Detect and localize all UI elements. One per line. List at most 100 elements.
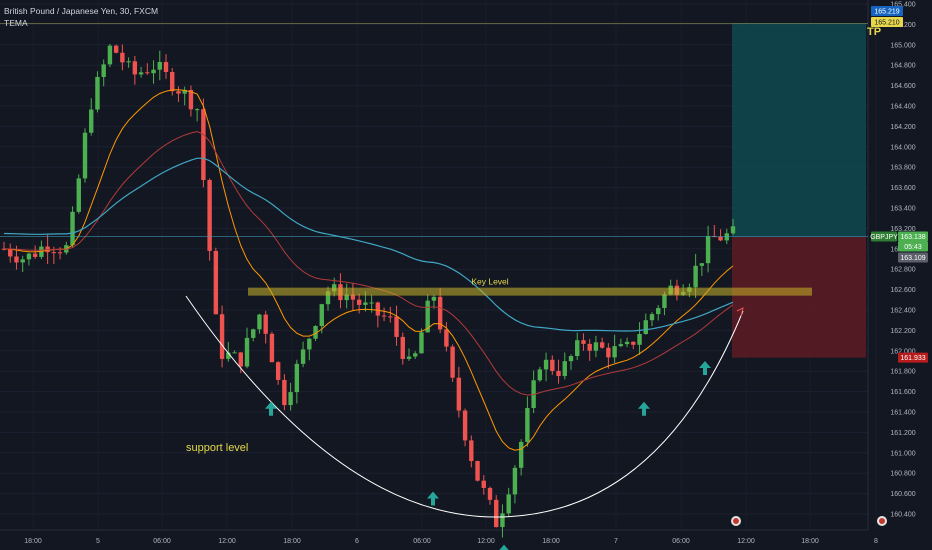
candle-up (251, 329, 256, 338)
candle-up (575, 340, 580, 357)
candle-down (350, 294, 356, 300)
candle-down (469, 440, 474, 462)
candle-up (699, 263, 705, 266)
candle-up (107, 45, 113, 65)
candle-down (282, 379, 287, 406)
stop-price-tag-bg (898, 352, 928, 363)
secondary-price-tag-bg (898, 252, 928, 263)
symbol-tag: GBPJPY (870, 231, 898, 242)
candle-up (70, 211, 75, 246)
stop-price-tag: 161.933 (898, 352, 928, 363)
x-tick-label: 18:00 (542, 538, 560, 545)
candle-up (194, 109, 200, 111)
x-tick-label: 12:00 (477, 538, 495, 545)
symbol-tag-text: GBPJPY (870, 234, 898, 241)
candle-up (425, 300, 430, 333)
curve-arrowhead (736, 307, 744, 317)
x-tick-label: 8 (874, 538, 878, 545)
y-tick-label: 162.600 (890, 287, 915, 294)
countdown-tag-bg (898, 241, 928, 252)
y-tick-label: 162.400 (890, 308, 915, 315)
candle-down (356, 299, 362, 305)
candle-up (101, 64, 106, 77)
candle-up (319, 304, 324, 327)
y-tick-label: 162.200 (890, 328, 915, 335)
y-tick-label: 163.600 (890, 185, 915, 192)
candle-up (525, 408, 530, 442)
candle-down (599, 342, 605, 348)
support-level-label: support level (186, 442, 248, 454)
symbol-tag-bg (871, 231, 897, 242)
candle-down (587, 343, 592, 351)
candle-down (57, 252, 63, 254)
candle-down (475, 461, 480, 481)
candle-up (705, 236, 711, 264)
candle-up (431, 296, 437, 301)
up-arrow-icon (499, 544, 509, 550)
x-tick-label: 7 (614, 538, 618, 545)
candle-up (512, 467, 518, 495)
candle-up (518, 441, 524, 468)
symbol-title[interactable]: British Pound / Japanese Yen, 30, FXCM (4, 6, 159, 16)
x-tick-label: 18:00 (283, 538, 301, 545)
y-tick-label: 160.400 (890, 512, 915, 519)
candle-up (82, 132, 88, 179)
horizontal-lines (0, 22, 868, 237)
indicator-label[interactable]: TEMA (4, 18, 28, 28)
candle-up (138, 72, 144, 75)
grid (0, 0, 869, 531)
y-tick-label: 163.800 (890, 165, 915, 172)
candle-down (201, 109, 206, 181)
y-tick-label: 165.200 (890, 22, 915, 29)
stop-loss-zone (732, 236, 866, 358)
candle-down (450, 346, 455, 378)
candle-up (618, 344, 624, 347)
candle-up (244, 337, 250, 367)
y-tick-label: 161.600 (890, 389, 915, 396)
secondary-price-tag-text: 163.109 (900, 255, 925, 262)
candle-up (300, 349, 306, 364)
candle-up (406, 356, 412, 359)
x-tick-label: 12:00 (737, 538, 755, 545)
annotations: Key Level support level TP (185, 26, 887, 550)
price-tag-top-2-text: 165.210 (874, 20, 899, 27)
candle-up (593, 342, 599, 351)
candle-down (176, 91, 181, 94)
candle-up (288, 392, 293, 406)
candle-up (95, 76, 100, 110)
y-tick-label: 161.200 (890, 430, 915, 437)
candle-up (26, 253, 32, 260)
candle-down (219, 314, 225, 359)
candle-up (637, 333, 642, 345)
candle-up (612, 346, 617, 358)
candle-down (481, 480, 486, 488)
candle-up (157, 62, 162, 70)
candle-down (556, 370, 561, 377)
candle-down (400, 336, 405, 359)
candle-down (381, 315, 387, 317)
candle-up (313, 326, 318, 339)
candle-down (145, 72, 150, 74)
candle-down (238, 352, 243, 367)
candle-up (543, 359, 549, 370)
y-tick-label: 164.600 (890, 83, 915, 90)
candle-down (120, 52, 125, 63)
candle-up (568, 356, 574, 362)
candle-up (257, 314, 262, 330)
up-arrow-icon (427, 491, 439, 506)
candle-up (226, 352, 231, 359)
y-tick-label: 163.400 (890, 206, 915, 213)
current-price-tag-text: 163.138 (900, 234, 925, 241)
x-tick-label: 06:00 (672, 538, 690, 545)
support-curve (185, 295, 744, 518)
candle-up (649, 314, 655, 321)
current-price-tag: 163.138 (898, 231, 928, 242)
candle-up (344, 294, 349, 301)
x-tick-label: 06:00 (413, 538, 431, 545)
candle-down (462, 410, 468, 441)
candle-up (76, 178, 81, 212)
x-tick-label: 6 (355, 538, 359, 545)
candle-up (693, 265, 698, 288)
candle-down (8, 248, 13, 257)
y-tick-label: 164.400 (890, 104, 915, 111)
